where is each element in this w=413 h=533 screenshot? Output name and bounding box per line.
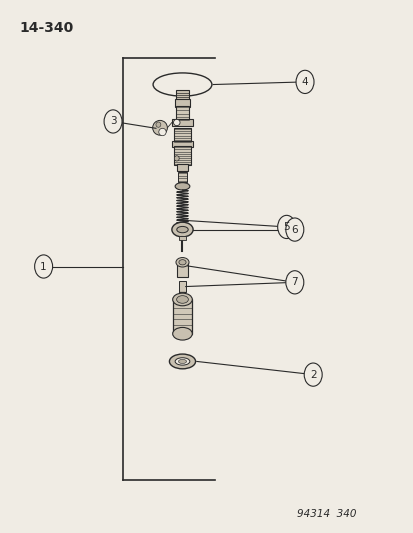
- Ellipse shape: [176, 296, 188, 303]
- Ellipse shape: [172, 327, 192, 340]
- Circle shape: [295, 70, 313, 93]
- Ellipse shape: [176, 257, 189, 267]
- Bar: [179, 237, 185, 240]
- Ellipse shape: [171, 222, 192, 237]
- Circle shape: [285, 218, 303, 241]
- Ellipse shape: [174, 156, 179, 161]
- Circle shape: [35, 255, 52, 278]
- Ellipse shape: [169, 354, 195, 369]
- Ellipse shape: [176, 227, 188, 233]
- Ellipse shape: [173, 119, 180, 126]
- Polygon shape: [179, 292, 185, 296]
- Circle shape: [104, 110, 122, 133]
- Ellipse shape: [175, 358, 190, 365]
- Bar: [174, 99, 190, 107]
- Bar: [173, 300, 191, 334]
- Text: 3: 3: [109, 116, 116, 126]
- Bar: [176, 90, 188, 100]
- Ellipse shape: [178, 359, 186, 364]
- Ellipse shape: [172, 293, 192, 306]
- Bar: [174, 128, 190, 143]
- Bar: [171, 119, 192, 126]
- Text: 4: 4: [301, 77, 308, 87]
- Text: 5: 5: [282, 222, 289, 232]
- Bar: [179, 281, 185, 292]
- Text: 6: 6: [291, 224, 297, 235]
- Bar: [178, 172, 187, 182]
- Text: 94314  340: 94314 340: [296, 509, 356, 519]
- Circle shape: [304, 363, 321, 386]
- Bar: [171, 141, 192, 147]
- Circle shape: [277, 215, 295, 239]
- Ellipse shape: [156, 122, 161, 127]
- Text: 2: 2: [309, 369, 316, 379]
- Circle shape: [285, 271, 303, 294]
- Bar: [174, 146, 190, 165]
- Bar: [177, 262, 188, 277]
- Text: 1: 1: [40, 262, 47, 271]
- Text: 7: 7: [291, 277, 297, 287]
- Ellipse shape: [175, 183, 190, 190]
- Ellipse shape: [178, 260, 185, 265]
- Bar: [177, 164, 188, 171]
- Ellipse shape: [159, 128, 166, 136]
- Text: 14-340: 14-340: [19, 21, 73, 35]
- Ellipse shape: [153, 73, 211, 96]
- Bar: [175, 106, 189, 122]
- Ellipse shape: [152, 120, 167, 135]
